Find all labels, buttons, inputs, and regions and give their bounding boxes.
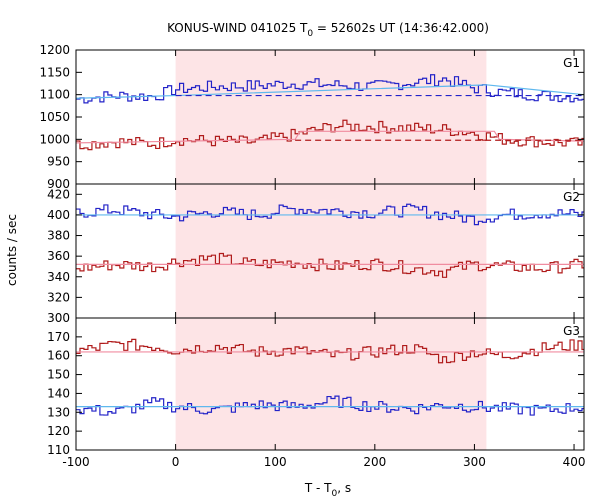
y-tick-label: 380 — [47, 229, 70, 243]
panel-label-g1: G1 — [563, 56, 580, 70]
y-tick-label: 110 — [47, 443, 70, 457]
highlight-interval-band — [175, 50, 487, 184]
y-tick-label: 360 — [47, 249, 70, 263]
x-axis-title: T - T0, s — [304, 481, 351, 499]
x-tick-label: 300 — [463, 455, 486, 469]
y-tick-label: 1200 — [39, 43, 70, 57]
series-red-fit-line — [75, 130, 585, 144]
y-tick-label: 300 — [47, 311, 70, 325]
panel-g3: 110 120 130 140 150 160 170 -100 0 100 200 300 400 G3 — [47, 317, 586, 469]
y-tick-label: 170 — [47, 330, 70, 344]
y-tick-label: 400 — [47, 208, 70, 222]
panel-label-g2: G2 — [563, 190, 580, 204]
y-tick-label: 150 — [47, 368, 70, 382]
y-tick-label: 1100 — [39, 88, 70, 102]
y-tick-label: 1150 — [39, 65, 70, 79]
chart-title: KONUS-WIND 041025 T0 = 52602s UT (14:36:… — [167, 21, 489, 39]
series-blue-step-curve — [76, 74, 584, 104]
y-tick-label: 140 — [47, 386, 70, 400]
x-tick-label: -100 — [62, 455, 89, 469]
y-axis-title: counts / sec — [5, 214, 19, 286]
y-tick-label: 1050 — [39, 110, 70, 124]
x-tick-label: 0 — [172, 455, 180, 469]
y-tick-label: 420 — [47, 187, 70, 201]
y-tick-label: 320 — [47, 290, 70, 304]
series-blue-fit-line — [75, 84, 585, 99]
y-tick-label: 950 — [47, 155, 70, 169]
panel-g1: 900 950 1000 1050 1100 1150 1200 G1 — [39, 43, 585, 191]
panels-group: 90095010001050110011501200G1300320340360… — [39, 43, 585, 469]
y-tick-label: 1000 — [39, 132, 70, 146]
panel-label-g3: G3 — [563, 324, 580, 338]
y-tick-label: 130 — [47, 405, 70, 419]
y-tick-label: 160 — [47, 349, 70, 363]
series-red-step-curve — [76, 252, 584, 278]
series-red-step-curve — [76, 119, 584, 151]
highlight-interval-band — [175, 184, 487, 318]
y-tick-label: 120 — [47, 424, 70, 438]
y-tick-label: 340 — [47, 270, 70, 284]
series-blue-step-curve — [76, 395, 584, 416]
highlight-interval-band — [175, 318, 487, 450]
x-tick-label: 100 — [264, 455, 287, 469]
panel-g2: 300 320 340 360 380 400 420 G2 — [47, 183, 585, 325]
y-tick-label: 900 — [47, 177, 70, 191]
x-tick-label: 200 — [363, 455, 386, 469]
x-tick-label: 400 — [563, 455, 586, 469]
panel-frame — [75, 317, 585, 451]
